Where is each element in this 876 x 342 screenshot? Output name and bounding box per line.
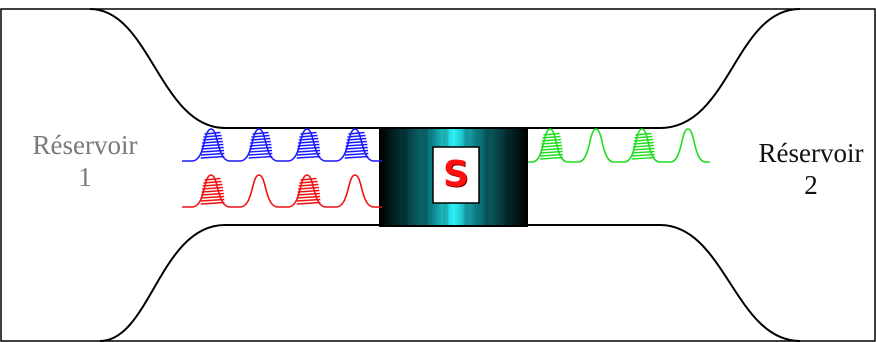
wavepacket-hatch (200, 152, 225, 156)
wavepacket-hatch (346, 140, 367, 144)
wavepacket-hatch (296, 201, 321, 205)
wavepacket-hatch (299, 180, 318, 184)
reservoir-2-label: Réservoir 2 (736, 137, 876, 201)
wavepacket-hatch (204, 131, 221, 135)
wavepacket-hatch (344, 155, 369, 159)
wavepacket-hatch (344, 149, 369, 153)
wavepacket-hatch (632, 144, 655, 148)
wavepacket-baseline (182, 128, 382, 162)
wavepacket-hatch (248, 152, 273, 156)
wavepacket-hatch (541, 141, 562, 145)
wavepacket-hatch (201, 189, 224, 193)
wavepacket-hatch (632, 150, 655, 154)
wavepacket-hatch (633, 141, 654, 145)
wavepacket-hatch (540, 147, 563, 151)
wavepacket-hatch (632, 153, 655, 157)
green-wavepackets (528, 128, 710, 163)
channel-bottom-boundary (99, 224, 801, 342)
wavepacket-hatch (296, 149, 321, 153)
wavepacket-hatch (540, 150, 563, 154)
wavepacket-hatch (201, 143, 224, 147)
wavepacket-hatch (252, 131, 269, 135)
wavepacket-hatch (200, 198, 225, 202)
wavepacket-hatch (632, 147, 655, 151)
wavepacket-hatch (200, 195, 225, 199)
sample-block (379, 127, 528, 227)
wavepacket-hatch (543, 132, 560, 136)
reservoir-2-name: Réservoir (758, 138, 864, 168)
wavepacket-hatch (249, 143, 272, 147)
wavepacket-hatch (296, 195, 321, 199)
wavepacket-hatch (202, 186, 223, 190)
wavepacket-hatch (346, 137, 367, 141)
wavepacket-hatch (296, 155, 321, 159)
figure-frame (0, 8, 876, 342)
wavepacket-hatch (202, 183, 223, 187)
reservoir-1-name: Réservoir (32, 130, 138, 160)
wavepacket-hatch (345, 146, 368, 150)
wavepacket-hatch (344, 152, 369, 156)
wavepacket-hatch (345, 143, 368, 147)
wavepacket-hatch (298, 183, 319, 187)
wavepacket-hatch (251, 134, 270, 138)
wavepacket-hatch (203, 180, 222, 184)
wavepacket-hatch (347, 134, 366, 138)
wavepacket-baseline (182, 174, 382, 208)
wavepacket-hatch (541, 138, 562, 142)
wavepacket-hatch (200, 201, 225, 205)
sample-label: S (443, 154, 469, 195)
wavepacket-hatch (202, 137, 223, 141)
wavepacket-hatch (632, 156, 655, 160)
wavepacket-hatch (297, 146, 320, 150)
wavepacket-hatch (248, 149, 273, 153)
wavepacket-hatch (200, 155, 225, 159)
wavepacket-hatch (542, 135, 561, 139)
wavepacket-hatch (202, 140, 223, 144)
wavepacket-hatch (296, 152, 321, 156)
wavepacket-hatch (298, 186, 319, 190)
wavepacket-hatch (348, 131, 365, 135)
wavepacket-hatch (297, 192, 320, 196)
red-wavepackets (182, 174, 382, 208)
wavepacket-hatch (248, 155, 273, 159)
wavepacket-hatch (540, 144, 563, 148)
wavepacket-hatch (300, 177, 317, 181)
wavepacket-hatch (201, 192, 224, 196)
wavepacket-hatch (540, 153, 563, 157)
sample-box (432, 146, 480, 204)
wavepacket-hatch (204, 177, 221, 181)
wavepacket-hatch (635, 132, 652, 136)
wavepacket-hatch (298, 137, 319, 141)
wavepacket-hatch (201, 146, 224, 150)
wavepacket-hatch (633, 138, 654, 142)
wavepacket-hatch (634, 135, 653, 139)
channel-top-boundary (89, 8, 801, 129)
wavepacket-hatch (296, 198, 321, 202)
wavepacket-hatch (299, 134, 318, 138)
reservoir-1-label: Réservoir 1 (0, 129, 170, 193)
wavepacket-hatch (297, 189, 320, 193)
wavepacket-hatch (249, 146, 272, 150)
wavepacket-hatch (298, 140, 319, 144)
wavepacket-hatch (200, 149, 225, 153)
blue-wavepackets (182, 128, 382, 162)
wavepacket-hatch (297, 143, 320, 147)
wavepacket-hatch (250, 140, 271, 144)
wavepacket-hatch (250, 137, 271, 141)
wavepacket-baseline (528, 128, 710, 163)
wavepacket-hatch (540, 156, 563, 160)
wavepacket-hatch (300, 131, 317, 135)
reservoir-1-number: 1 (78, 162, 92, 192)
reservoir-2-number: 2 (804, 170, 818, 200)
wavepacket-hatch (203, 134, 222, 138)
